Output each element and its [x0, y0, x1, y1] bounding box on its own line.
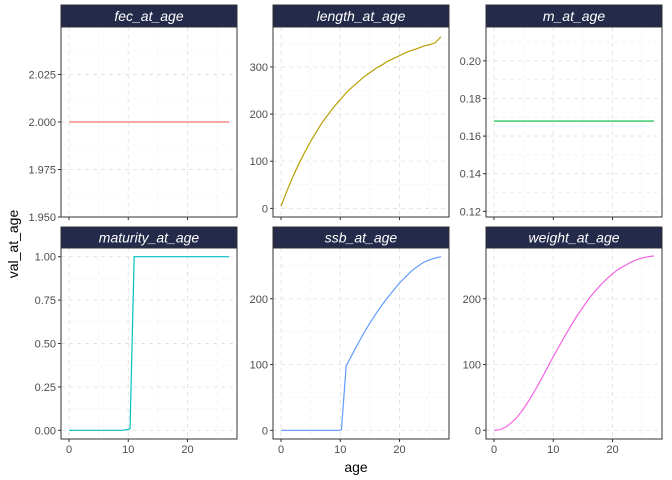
y-tick-label: 2.025	[28, 70, 56, 82]
panel-maturity_at_age: maturity_at_age 0.00 0.25 0.50 0.75 1.00 0 10 20	[35, 226, 238, 456]
panel-ssb_at_age: ssb_at_age 0 100 200 0 10 20	[250, 226, 450, 456]
y-tick-label: 0.75	[35, 295, 56, 307]
gridlines	[486, 248, 662, 439]
y-tick-label: 0.20	[460, 56, 481, 68]
panel-length_at_age: length_at_age 0 100 200 300	[250, 4, 450, 220]
series-line-ssb_at_age	[281, 256, 442, 431]
y-tick-label: 0.18	[460, 93, 481, 105]
y-tick-label: 0	[262, 425, 268, 437]
y-tick-label: 100	[250, 360, 268, 372]
x-axis-title: age	[344, 459, 368, 475]
y-tick-label: 200	[250, 109, 268, 121]
x-tick-label: 10	[334, 444, 346, 456]
panel-weight_at_age: weight_at_age 0 100 200 0 10 20	[463, 226, 663, 456]
strip-title: m_at_age	[543, 8, 605, 24]
x-tick-label: 10	[122, 444, 134, 456]
y-tick-label: 200	[250, 294, 268, 306]
y-axis-title: val_at_age	[5, 210, 21, 279]
y-tick-label: 2.000	[28, 117, 56, 129]
strip-title: ssb_at_age	[325, 230, 398, 246]
y-tick-label: 0.14	[460, 169, 481, 181]
series-line-length_at_age	[280, 36, 442, 207]
y-tick-label: 200	[463, 294, 481, 306]
gridlines	[61, 248, 237, 439]
gridlines	[486, 27, 662, 217]
panel-border	[272, 247, 450, 440]
y-tick-label: 100	[250, 156, 268, 168]
y-tick-label: 1.975	[28, 165, 56, 177]
series-line-weight_at_age	[493, 255, 655, 431]
y-tick-label: 0	[475, 425, 481, 437]
panels: fec_at_age 1.950 1.975 2.000 2.025 length_at_…	[28, 4, 663, 456]
x-tick-label: 0	[66, 444, 72, 456]
y-tick-label: 0.16	[460, 131, 481, 143]
gridlines	[273, 248, 449, 439]
strip-title: length_at_age	[317, 8, 406, 24]
x-tick-label: 20	[181, 444, 193, 456]
x-tick-label: 0	[491, 444, 497, 456]
y-tick-label: 0.25	[35, 382, 56, 394]
x-tick-label: 20	[393, 444, 405, 456]
y-tick-label: 0	[262, 203, 268, 215]
y-tick-label: 0.00	[35, 425, 56, 437]
x-tick-label: 20	[606, 444, 618, 456]
y-tick-label: 0.50	[35, 339, 56, 351]
y-tick-label: 100	[463, 360, 481, 372]
strip-title: maturity_at_age	[99, 230, 200, 246]
panel-border	[485, 247, 663, 440]
y-tick-label: 1.00	[35, 252, 56, 264]
series-line-maturity_at_age	[69, 256, 229, 431]
panel-border	[485, 26, 663, 218]
gridlines	[273, 27, 449, 217]
y-tick-label: 300	[250, 62, 268, 74]
strip-title: fec_at_age	[114, 8, 183, 24]
panel-border	[272, 26, 450, 218]
strip-title: weight_at_age	[528, 230, 619, 246]
panel-m_at_age: m_at_age 0.12 0.14 0.16 0.18 0.20	[460, 4, 663, 220]
y-tick-label: 0.12	[460, 206, 481, 218]
x-tick-label: 0	[278, 444, 284, 456]
panel-fec_at_age: fec_at_age 1.950 1.975 2.000 2.025	[28, 4, 238, 224]
y-tick-label: 1.950	[28, 212, 56, 224]
x-tick-label: 10	[547, 444, 559, 456]
